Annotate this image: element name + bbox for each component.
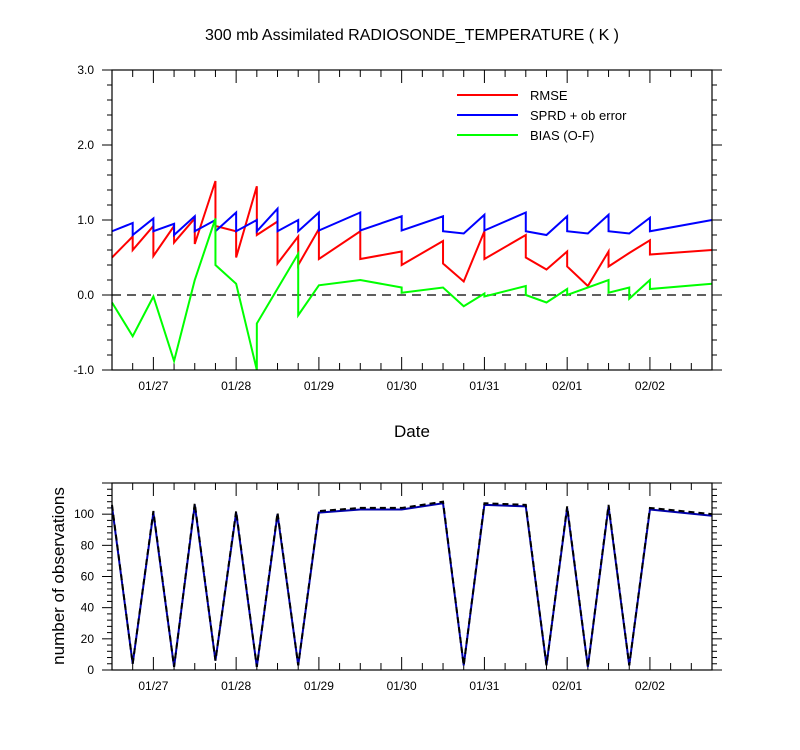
bottom-ticks: 01/27 01/28 01/29 01/30 01/31 02/01 02/02 0 20 40… <box>74 482 722 693</box>
y-tick-label: 100 <box>74 507 94 521</box>
bottom-series-group <box>111 500 713 668</box>
legend-label: SPRD + ob error <box>530 108 627 123</box>
bottom-plot-frame <box>111 482 713 671</box>
y-tick-label: 60 <box>81 570 95 584</box>
top-panel: 300 mb Assimilated RADIOSONDE_TEMPERATUR… <box>73 27 722 441</box>
x-tick-label: 01/31 <box>469 679 499 693</box>
legend: RMSE SPRD + ob error BIAS (O-F) <box>457 88 627 143</box>
series-line-sprd-ob-error <box>111 206 713 238</box>
x-tick-label: 01/28 <box>221 679 251 693</box>
series-line-dashed-1 <box>111 500 713 668</box>
x-tick-label: 01/29 <box>304 679 334 693</box>
y-tick-label: 1.0 <box>77 213 94 227</box>
x-tick-label: 02/01 <box>552 379 582 393</box>
x-tick-label: 01/29 <box>304 379 334 393</box>
series-line-rmse <box>111 180 713 288</box>
legend-label: RMSE <box>530 88 568 103</box>
y-tick-label: 0.0 <box>77 288 94 302</box>
x-tick-label: 02/01 <box>552 679 582 693</box>
y-tick-label: 20 <box>81 632 95 646</box>
x-tick-label: 01/27 <box>138 379 168 393</box>
y-tick-label: 2.0 <box>77 138 94 152</box>
legend-label: BIAS (O-F) <box>530 128 594 143</box>
y-axis-title-observations: number of observations <box>49 487 68 665</box>
x-tick-label: 01/31 <box>469 379 499 393</box>
bottom-panel: 01/27 01/28 01/29 01/30 01/31 02/01 02/02 0 20 40… <box>49 482 722 693</box>
top-series-group <box>111 180 713 371</box>
x-tick-label: 01/30 <box>387 679 417 693</box>
y-tick-label: 80 <box>81 538 95 552</box>
x-tick-label: 01/28 <box>221 379 251 393</box>
y-tick-label: 40 <box>81 601 95 615</box>
x-tick-label: 02/02 <box>635 679 665 693</box>
y-tick-label: 3.0 <box>77 63 94 77</box>
chart-title: 300 mb Assimilated RADIOSONDE_TEMPERATUR… <box>205 27 619 44</box>
top-ticks: 01/27 01/28 01/29 01/30 01/31 02/01 02/02 -1.0 0… <box>73 63 722 393</box>
y-tick-label: -1.0 <box>73 363 94 377</box>
series-line-bias-o-f <box>111 218 713 371</box>
series-line-solid-0 <box>111 502 713 668</box>
x-tick-label: 01/27 <box>138 679 168 693</box>
x-tick-label: 01/30 <box>387 379 417 393</box>
x-axis-title: Date <box>394 422 430 441</box>
top-plot-frame <box>111 69 713 371</box>
x-tick-label: 02/02 <box>635 379 665 393</box>
y-tick-label: 0 <box>87 663 94 677</box>
